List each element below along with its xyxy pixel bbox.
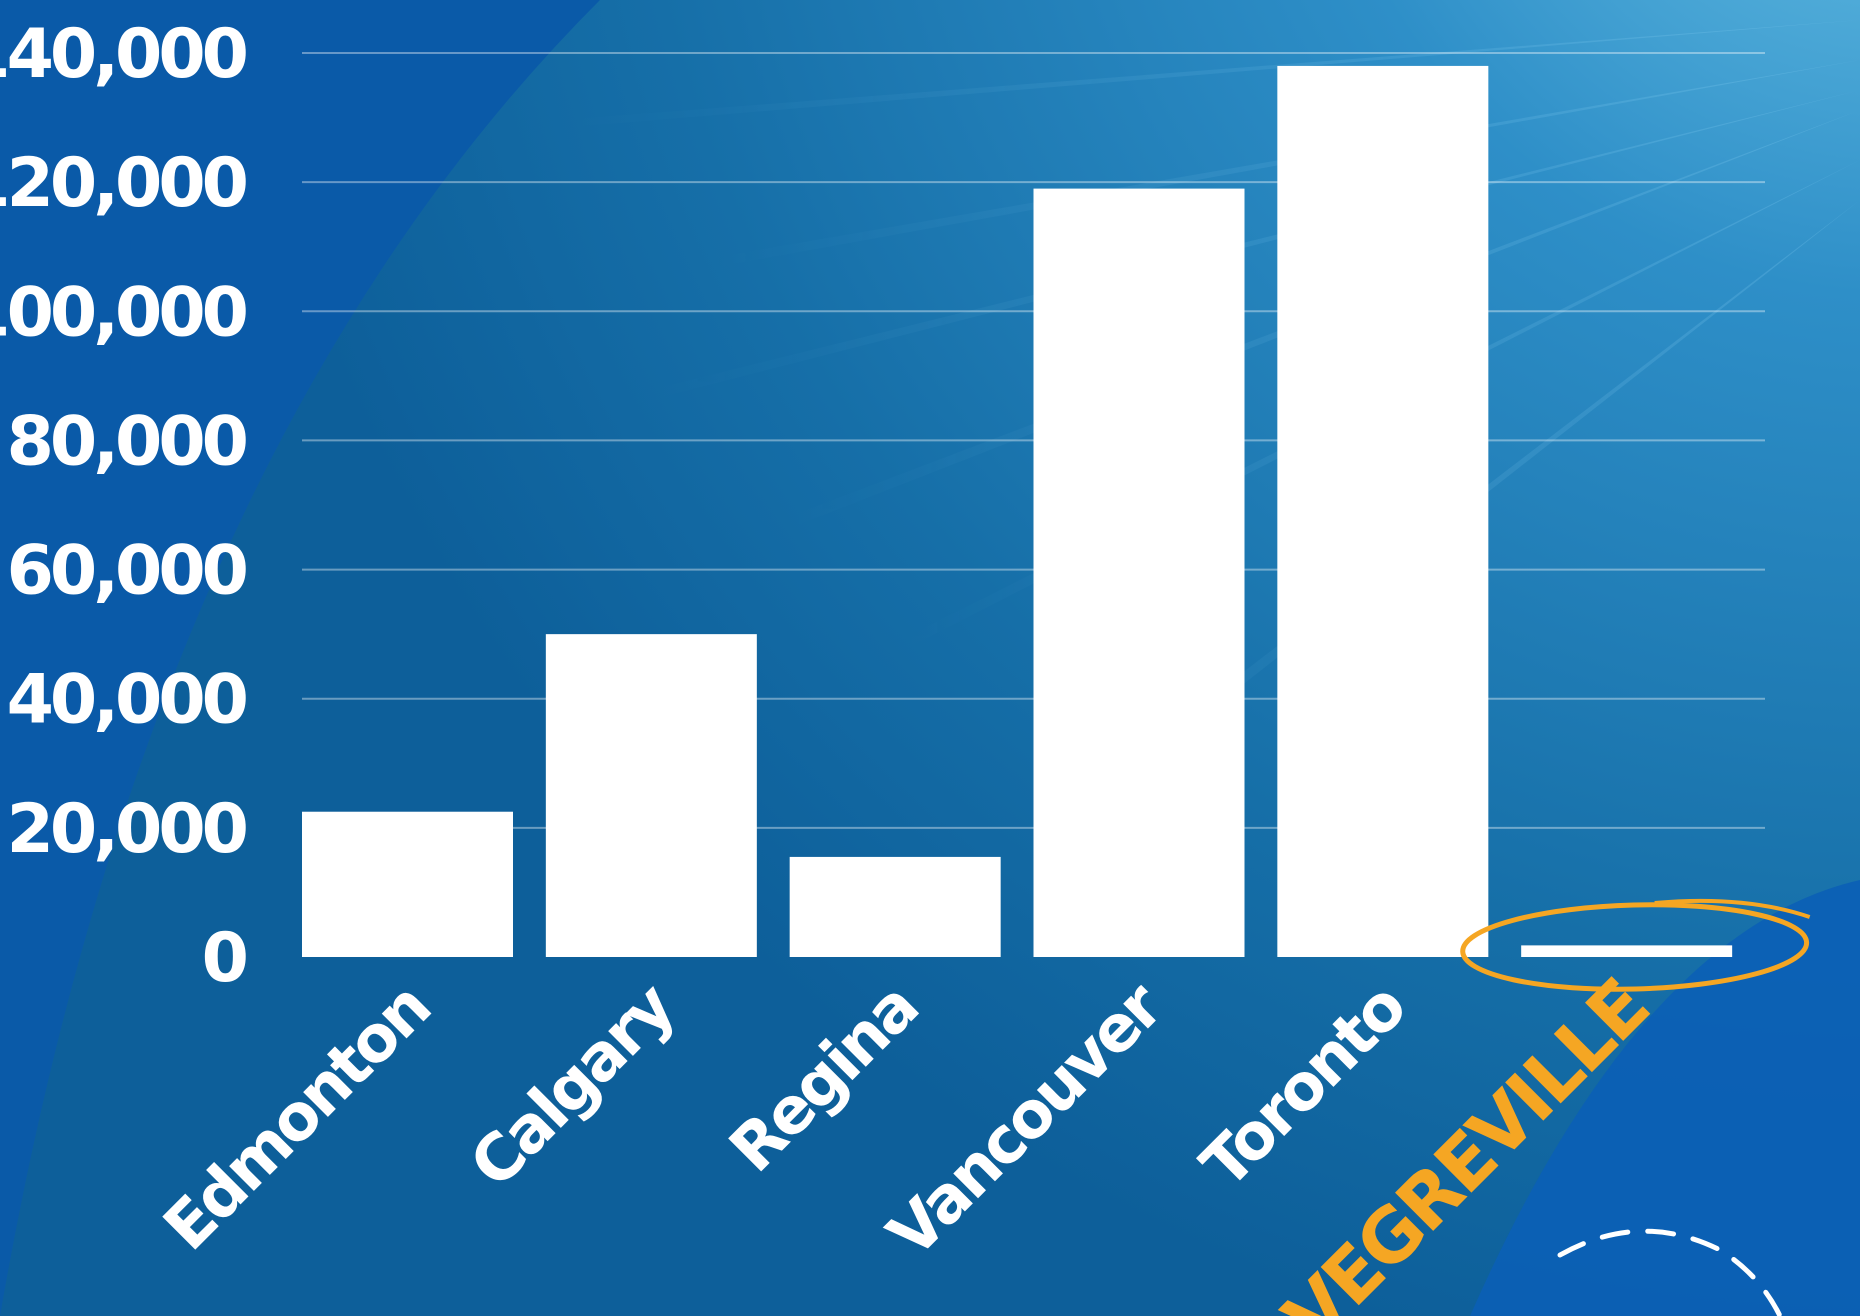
bar-regina (789, 856, 1001, 957)
y-tick-label: 100,000 (0, 273, 247, 352)
dashed-arc-decoration (1557, 1228, 1783, 1316)
y-tick-label: 60,000 (7, 532, 247, 611)
highlight-ellipse (1460, 902, 1810, 992)
y-tick-label: 80,000 (7, 402, 247, 481)
y-tick-label: 120,000 (0, 144, 247, 223)
y-tick-label: 20,000 (7, 790, 247, 869)
highlight-stroke-overlap (1654, 898, 1811, 919)
y-tick-label: 0 (202, 919, 247, 998)
bar-vancouver (1033, 188, 1245, 958)
bar-vegreville (1521, 945, 1733, 957)
highlight-circle (1460, 898, 1811, 992)
bar-toronto (1277, 65, 1489, 957)
bar-edmonton (302, 811, 513, 957)
bar-calgary (545, 634, 757, 957)
y-tick-label: 140,000 (0, 15, 247, 94)
y-tick-label: 40,000 (7, 661, 247, 740)
y-axis: 0 20,000 40,000 60,000 80,000 100,000 120,000 1… (0, 15, 251, 998)
bars (302, 65, 1733, 958)
